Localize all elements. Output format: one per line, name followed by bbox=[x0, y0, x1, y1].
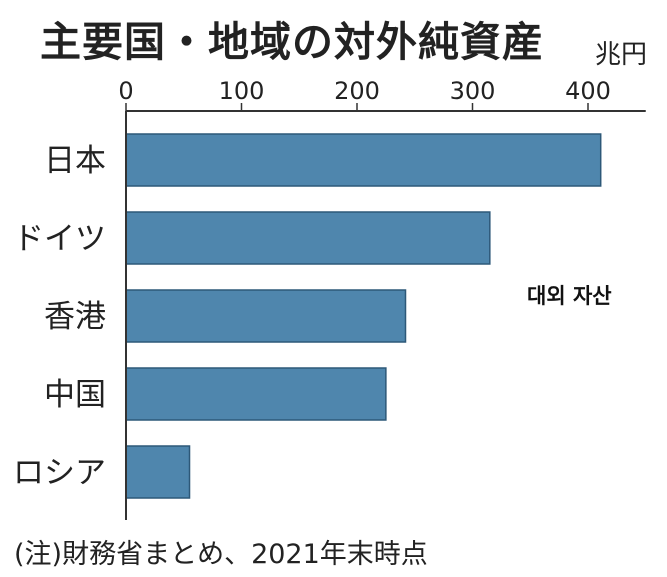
axis-unit-label: 兆円 bbox=[595, 40, 648, 70]
x-tick-label: 200 bbox=[334, 77, 380, 105]
category-label: 日本 bbox=[44, 143, 106, 179]
overlay-label: 대외 자산 bbox=[527, 284, 612, 308]
source-note: (注)財務省まとめ、2021年末時点 bbox=[14, 539, 428, 570]
bar bbox=[125, 367, 387, 421]
x-tick-label: 300 bbox=[450, 77, 496, 105]
category-label: 中国 bbox=[44, 377, 106, 413]
bar bbox=[125, 289, 407, 343]
category-label: ロシア bbox=[13, 455, 106, 491]
category-label: ドイツ bbox=[13, 221, 106, 257]
x-tick-label: 400 bbox=[565, 77, 611, 105]
x-tick-label: 100 bbox=[219, 77, 265, 105]
bar bbox=[125, 133, 602, 187]
bar bbox=[125, 211, 491, 265]
chart-title: 主要国・地域の対外純資産 bbox=[40, 18, 544, 66]
category-label: 香港 bbox=[44, 299, 106, 335]
x-tick-label: 0 bbox=[118, 77, 133, 105]
bar bbox=[125, 445, 191, 499]
